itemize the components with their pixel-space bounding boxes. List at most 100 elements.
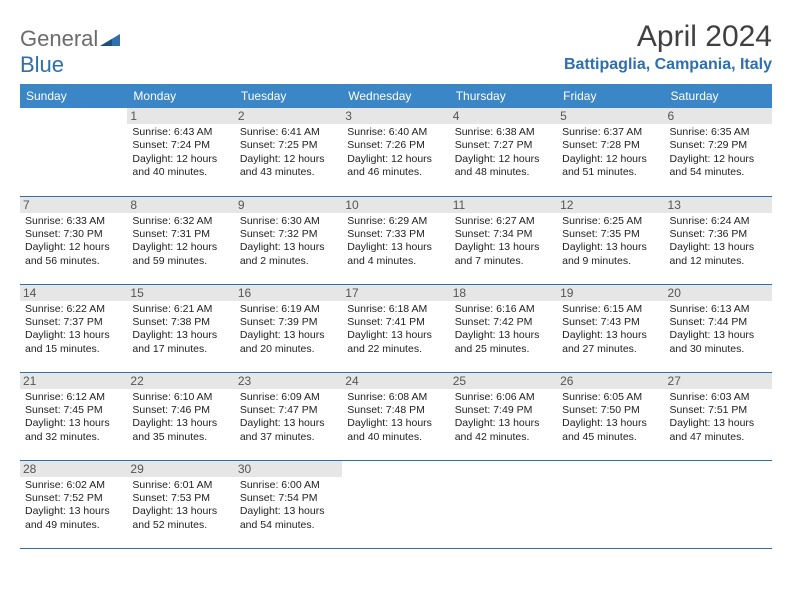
sunrise-line: Sunrise: 6:01 AM xyxy=(132,479,229,492)
sunset-line: Sunset: 7:30 PM xyxy=(25,228,122,241)
daylight-line: Daylight: 13 hours and 52 minutes. xyxy=(132,505,229,532)
daylight-value: 13 hours and 12 minutes. xyxy=(670,241,755,266)
sunrise-line: Sunrise: 6:30 AM xyxy=(240,215,337,228)
sunrise-value: 6:08 AM xyxy=(389,391,428,403)
weekday-header: Monday xyxy=(127,84,234,108)
sunset-value: 7:26 PM xyxy=(386,139,425,151)
calendar-week-row: 7 Sunrise: 6:33 AMSunset: 7:30 PMDaylight… xyxy=(20,196,772,284)
day-number: 13 xyxy=(665,197,772,213)
day-details: Sunrise: 6:27 AMSunset: 7:34 PMDaylight:… xyxy=(455,215,552,269)
sunset-value: 7:45 PM xyxy=(64,404,103,416)
day-number: 10 xyxy=(342,197,449,213)
calendar-empty-cell xyxy=(557,460,664,548)
sunset-line: Sunset: 7:29 PM xyxy=(670,139,767,152)
day-details: Sunrise: 6:33 AMSunset: 7:30 PMDaylight:… xyxy=(25,215,122,269)
sunset-value: 7:35 PM xyxy=(601,228,640,240)
sunrise-line: Sunrise: 6:00 AM xyxy=(240,479,337,492)
daylight-line: Daylight: 12 hours and 46 minutes. xyxy=(347,153,444,180)
daylight-line: Daylight: 12 hours and 56 minutes. xyxy=(25,241,122,268)
daylight-value: 12 hours and 43 minutes. xyxy=(240,153,325,178)
calendar-day-cell: 28Sunrise: 6:02 AMSunset: 7:52 PMDayligh… xyxy=(20,460,127,548)
calendar-week-row: 21Sunrise: 6:12 AMSunset: 7:45 PMDayligh… xyxy=(20,372,772,460)
day-details: Sunrise: 6:03 AMSunset: 7:51 PMDaylight:… xyxy=(670,391,767,445)
day-details: Sunrise: 6:43 AMSunset: 7:24 PMDaylight:… xyxy=(132,126,229,180)
sunrise-value: 6:12 AM xyxy=(66,391,105,403)
daylight-line: Daylight: 13 hours and 47 minutes. xyxy=(670,417,767,444)
daylight-value: 13 hours and 17 minutes. xyxy=(132,329,217,354)
day-number: 23 xyxy=(235,373,342,389)
daylight-value: 12 hours and 40 minutes. xyxy=(132,153,217,178)
sunrise-value: 6:06 AM xyxy=(496,391,535,403)
sunset-value: 7:37 PM xyxy=(64,316,103,328)
day-number: 7 xyxy=(20,197,127,213)
day-details: Sunrise: 6:10 AMSunset: 7:46 PMDaylight:… xyxy=(132,391,229,445)
sunset-line: Sunset: 7:52 PM xyxy=(25,492,122,505)
daylight-line: Daylight: 13 hours and 20 minutes. xyxy=(240,329,337,356)
calendar-day-cell: 7 Sunrise: 6:33 AMSunset: 7:30 PMDaylight… xyxy=(20,196,127,284)
day-details: Sunrise: 6:21 AMSunset: 7:38 PMDaylight:… xyxy=(132,303,229,357)
day-details: Sunrise: 6:25 AMSunset: 7:35 PMDaylight:… xyxy=(562,215,659,269)
daylight-line: Daylight: 12 hours and 54 minutes. xyxy=(670,153,767,180)
weekday-header: Friday xyxy=(557,84,664,108)
sunset-line: Sunset: 7:47 PM xyxy=(240,404,337,417)
sunset-value: 7:44 PM xyxy=(708,316,747,328)
header: GeneralBlue April 2024 Battipaglia, Camp… xyxy=(20,20,772,78)
sunset-value: 7:51 PM xyxy=(708,404,747,416)
sunset-line: Sunset: 7:50 PM xyxy=(562,404,659,417)
sunset-value: 7:42 PM xyxy=(493,316,532,328)
sunrise-value: 6:16 AM xyxy=(496,303,535,315)
daylight-line: Daylight: 13 hours and 54 minutes. xyxy=(240,505,337,532)
sunrise-line: Sunrise: 6:16 AM xyxy=(455,303,552,316)
sunset-line: Sunset: 7:54 PM xyxy=(240,492,337,505)
sunset-line: Sunset: 7:35 PM xyxy=(562,228,659,241)
sunrise-line: Sunrise: 6:35 AM xyxy=(670,126,767,139)
day-details: Sunrise: 6:37 AMSunset: 7:28 PMDaylight:… xyxy=(562,126,659,180)
sunrise-line: Sunrise: 6:29 AM xyxy=(347,215,444,228)
day-number: 16 xyxy=(235,285,342,301)
sunrise-value: 6:22 AM xyxy=(66,303,105,315)
daylight-value: 13 hours and 42 minutes. xyxy=(455,417,540,442)
daylight-value: 13 hours and 20 minutes. xyxy=(240,329,325,354)
sunset-value: 7:39 PM xyxy=(278,316,317,328)
sunset-value: 7:32 PM xyxy=(278,228,317,240)
daylight-line: Daylight: 12 hours and 59 minutes. xyxy=(132,241,229,268)
sunrise-line: Sunrise: 6:02 AM xyxy=(25,479,122,492)
sunset-value: 7:31 PM xyxy=(171,228,210,240)
sunrise-value: 6:43 AM xyxy=(174,126,213,138)
sunrise-line: Sunrise: 6:19 AM xyxy=(240,303,337,316)
day-details: Sunrise: 6:19 AMSunset: 7:39 PMDaylight:… xyxy=(240,303,337,357)
sunset-value: 7:27 PM xyxy=(493,139,532,151)
daylight-value: 13 hours and 32 minutes. xyxy=(25,417,110,442)
daylight-line: Daylight: 13 hours and 40 minutes. xyxy=(347,417,444,444)
day-number: 11 xyxy=(450,197,557,213)
sunrise-line: Sunrise: 6:32 AM xyxy=(132,215,229,228)
sunset-value: 7:46 PM xyxy=(171,404,210,416)
daylight-value: 13 hours and 2 minutes. xyxy=(240,241,325,266)
sunset-value: 7:34 PM xyxy=(493,228,532,240)
calendar-day-cell: 8Sunrise: 6:32 AMSunset: 7:31 PMDaylight… xyxy=(127,196,234,284)
daylight-line: Daylight: 13 hours and 35 minutes. xyxy=(132,417,229,444)
day-number: 15 xyxy=(127,285,234,301)
sunrise-line: Sunrise: 6:12 AM xyxy=(25,391,122,404)
sunset-line: Sunset: 7:28 PM xyxy=(562,139,659,152)
sunset-value: 7:54 PM xyxy=(278,492,317,504)
sunrise-value: 6:38 AM xyxy=(496,126,535,138)
calendar-day-cell: 17Sunrise: 6:18 AMSunset: 7:41 PMDayligh… xyxy=(342,284,449,372)
day-number: 26 xyxy=(557,373,664,389)
calendar-day-cell: 13 Sunrise: 6:24 AMSunset: 7:36 PMDayligh… xyxy=(665,196,772,284)
sunrise-line: Sunrise: 6:10 AM xyxy=(132,391,229,404)
calendar-day-cell: 20Sunrise: 6:13 AMSunset: 7:44 PMDayligh… xyxy=(665,284,772,372)
calendar-day-cell: 22Sunrise: 6:10 AMSunset: 7:46 PMDayligh… xyxy=(127,372,234,460)
day-number: 27 xyxy=(665,373,772,389)
daylight-value: 13 hours and 9 minutes. xyxy=(562,241,647,266)
title-block: April 2024 Battipaglia, Campania, Italy xyxy=(564,20,772,74)
daylight-line: Daylight: 12 hours and 51 minutes. xyxy=(562,153,659,180)
day-details: Sunrise: 6:13 AMSunset: 7:44 PMDaylight:… xyxy=(670,303,767,357)
sunrise-value: 6:02 AM xyxy=(66,479,105,491)
daylight-line: Daylight: 13 hours and 15 minutes. xyxy=(25,329,122,356)
sunset-value: 7:36 PM xyxy=(708,228,747,240)
day-details: Sunrise: 6:35 AMSunset: 7:29 PMDaylight:… xyxy=(670,126,767,180)
day-details: Sunrise: 6:24 AMSunset: 7:36 PMDaylight:… xyxy=(670,215,767,269)
day-details: Sunrise: 6:38 AMSunset: 7:27 PMDaylight:… xyxy=(455,126,552,180)
day-number: 28 xyxy=(20,461,127,477)
